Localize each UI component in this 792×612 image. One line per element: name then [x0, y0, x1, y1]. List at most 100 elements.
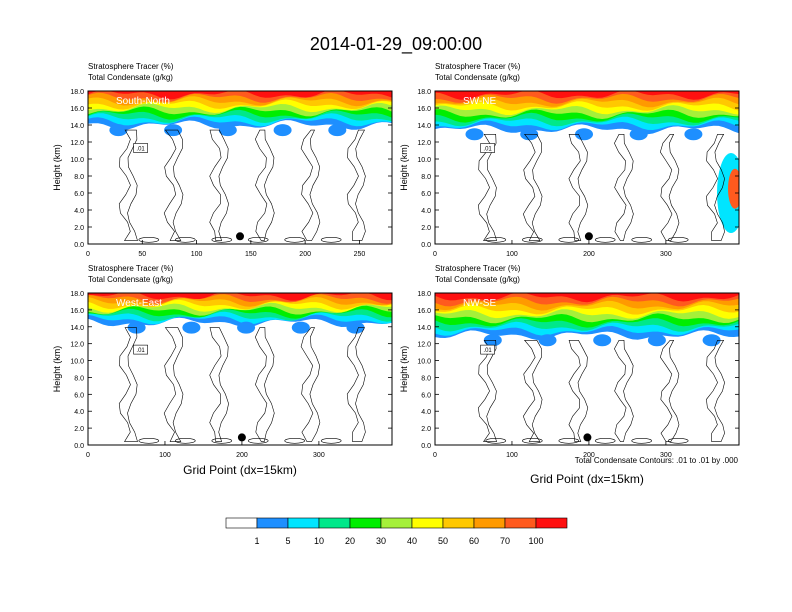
- y-tick-label: 14.0: [70, 325, 84, 332]
- condensate-contour: [118, 129, 138, 241]
- header-tracer: Stratosphere Tracer (%): [88, 264, 174, 273]
- colorbar-swatch: [473, 517, 506, 529]
- x-tick-label: 50: [138, 251, 146, 258]
- condensate-contour: [346, 327, 366, 442]
- contour-label-box: [133, 344, 148, 355]
- condensate-contour: [558, 237, 580, 243]
- colorbar-swatch: [225, 517, 258, 529]
- colorbar-label: 30: [376, 536, 386, 546]
- colorbar-label: 5: [285, 536, 290, 546]
- y-axis-label: Height (km): [399, 346, 409, 393]
- condensate-contour: [614, 340, 634, 442]
- colorbar-label: 1: [254, 536, 259, 546]
- condensate-contour: [477, 134, 498, 241]
- y-tick-label: 14.0: [70, 123, 84, 130]
- tracer-band: [88, 91, 392, 100]
- x-tick-label: 100: [506, 251, 518, 258]
- y-tick-label: 0.0: [421, 443, 431, 450]
- y-axis-label: Height (km): [52, 346, 62, 393]
- y-tick-label: 6.0: [421, 392, 431, 399]
- condensate-contour: [209, 129, 229, 241]
- tracer-blob: [291, 321, 310, 334]
- location-dot: [237, 433, 246, 442]
- y-tick-label: 18.0: [70, 89, 84, 96]
- x-tick-label: 100: [191, 251, 203, 258]
- y-tick-label: 6.0: [74, 392, 84, 399]
- condensate-contour: [284, 237, 306, 243]
- tracer-blob: [237, 321, 256, 334]
- condensate-contour: [568, 340, 589, 442]
- tracer-band: [88, 293, 392, 301]
- header-condensate: Total Condensate (g/kg): [88, 275, 173, 284]
- x-tick-label: 100: [159, 452, 171, 459]
- x-tick-label: 0: [433, 251, 437, 258]
- y-tick-label: 0.0: [421, 242, 431, 249]
- condensate-contour: [175, 237, 196, 243]
- panel-title: NW-SE: [463, 298, 496, 309]
- condensate-contour: [667, 237, 689, 243]
- contour-label-box: [133, 143, 148, 153]
- condensate-contour: [284, 437, 306, 444]
- colorbar-swatch: [256, 517, 289, 529]
- condensate-contour: [320, 237, 342, 243]
- condensate-contour: [138, 437, 160, 444]
- condensate-contour: [594, 237, 616, 243]
- x-tick-label: 0: [86, 251, 90, 258]
- panel-west-east: .01 West-East Stratosphere Tracer (%) Total…: [52, 264, 393, 459]
- y-tick-label: 12.0: [70, 342, 84, 349]
- contour-label: .01: [483, 348, 492, 354]
- contour-label: .01: [483, 147, 492, 153]
- y-tick-label: 10.0: [417, 157, 431, 164]
- colorbar-label: 60: [469, 536, 479, 546]
- y-tick-label: 8.0: [421, 174, 431, 181]
- y-tick-label: 4.0: [74, 208, 84, 215]
- x-tick-label: 200: [583, 251, 595, 258]
- y-tick-label: 12.0: [417, 342, 431, 349]
- colorbar-label: 20: [345, 536, 355, 546]
- tracer-blob: [273, 124, 292, 137]
- y-tick-label: 10.0: [417, 359, 431, 366]
- condensate-contour: [521, 437, 543, 444]
- y-tick-label: 8.0: [421, 375, 431, 382]
- condensate-contour: [254, 129, 275, 241]
- x-tick-label: 150: [245, 251, 257, 258]
- tracer-blob: [109, 124, 128, 137]
- y-tick-label: 4.0: [421, 208, 431, 215]
- y-tick-label: 8.0: [74, 174, 84, 181]
- header-tracer: Stratosphere Tracer (%): [88, 62, 174, 71]
- colorbar-swatch: [442, 517, 475, 529]
- condensate-contour: [247, 437, 269, 444]
- plot-frame: [434, 292, 740, 446]
- y-tick-label: 12.0: [70, 140, 84, 147]
- colorbar-label: 50: [438, 536, 448, 546]
- colorbar-swatch: [504, 517, 537, 529]
- condensate-contour: [667, 437, 689, 444]
- colorbar-swatch: [535, 517, 568, 529]
- tracer-field: [435, 91, 739, 243]
- header-condensate: Total Condensate (g/kg): [435, 73, 520, 82]
- location-dot: [236, 232, 244, 241]
- header-tracer: Stratosphere Tracer (%): [435, 264, 521, 273]
- panel-title: SW-NE: [463, 96, 496, 107]
- contour-label-box: [480, 344, 495, 355]
- tracer-blob: [328, 124, 347, 137]
- header-condensate: Total Condensate (g/kg): [88, 73, 173, 82]
- condensate-contour: [320, 437, 342, 444]
- y-tick-label: 16.0: [417, 308, 431, 315]
- condensate-contour: [300, 129, 321, 241]
- y-tick-label: 14.0: [417, 325, 431, 332]
- y-tick-label: 12.0: [417, 140, 431, 147]
- tracer-field: [435, 293, 739, 444]
- condensate-contour: [522, 340, 543, 442]
- tracer-blob: [538, 334, 557, 347]
- plot-frame: [87, 90, 393, 245]
- y-tick-label: 18.0: [417, 291, 431, 298]
- y-axis-label: Height (km): [52, 144, 62, 191]
- y-tick-label: 16.0: [417, 106, 431, 113]
- condensate-contour: [659, 340, 680, 442]
- tracer-band: [435, 293, 739, 303]
- condensate-contour: [706, 134, 725, 241]
- y-tick-label: 2.0: [421, 426, 431, 433]
- y-tick-label: 2.0: [421, 225, 431, 232]
- plot-frame: [434, 90, 740, 245]
